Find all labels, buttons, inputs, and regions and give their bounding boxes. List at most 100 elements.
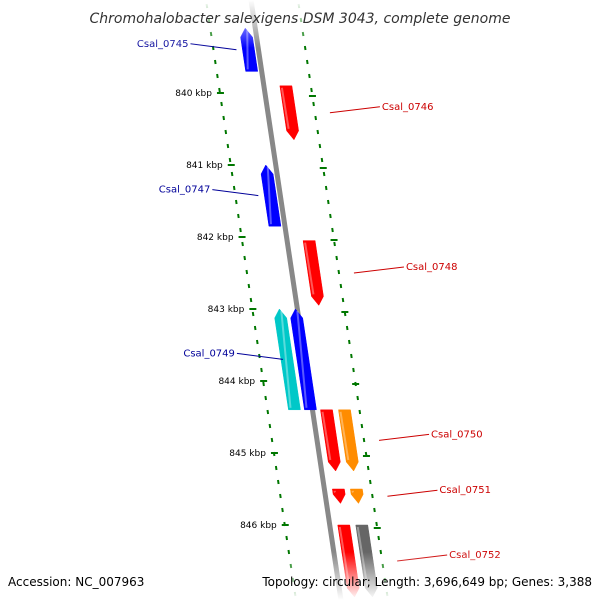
bottom-fade (0, 552, 600, 600)
ruler-dot-right (329, 213, 332, 219)
gene-label-Csal_0751b[interactable]: Csal_0751 (439, 485, 491, 496)
ruler-dot-right (324, 185, 328, 191)
gene-Csal_0749b[interactable] (290, 308, 317, 411)
tick-label: 844 kbp (218, 377, 255, 387)
ruler-dot-left (228, 157, 232, 163)
ruler-dot-left (220, 101, 223, 107)
ruler-dot-right (322, 171, 326, 177)
tick-label: 845 kbp (229, 449, 266, 459)
gene-Csal_0751b[interactable] (350, 488, 364, 504)
ruler-dot-left (279, 493, 282, 499)
gene-Csal_0751[interactable] (332, 488, 346, 504)
ruler-dot-right (320, 157, 324, 163)
gene-Csal_0749[interactable] (274, 308, 301, 411)
ruler-dot-right (358, 409, 362, 415)
gene-Csal_0746[interactable] (279, 85, 299, 141)
gene-label-Csal_0747[interactable]: Csal_0747 (159, 185, 211, 196)
ruler-dot-left (232, 185, 236, 191)
ruler-dot-right (350, 353, 353, 359)
ruler-dot-right (348, 339, 351, 345)
ruler-dot-left (214, 59, 217, 65)
ruler-dot-left (245, 269, 249, 275)
gene-shine (333, 490, 337, 493)
ruler-dot-left (270, 437, 274, 443)
gene-Csal_0748[interactable] (302, 240, 324, 306)
gene-shine (304, 242, 315, 295)
ruler-dot-right (318, 143, 322, 149)
ruler-dot-left (281, 507, 284, 513)
gene-shine (280, 87, 290, 129)
ruler-dot-left (247, 283, 251, 289)
ruler-dot-right (306, 59, 309, 65)
ruler-dot-right (335, 255, 338, 261)
ruler-dot-right (360, 423, 364, 429)
gene-track (240, 27, 378, 598)
ruler-dot-left (251, 311, 255, 317)
ruler-dot-left (249, 297, 253, 303)
ruler-dot-left (260, 367, 263, 373)
ruler-dot-right (337, 269, 341, 275)
label-leader (212, 189, 259, 197)
ruler-dot-left (285, 535, 288, 541)
gene-shine (351, 490, 355, 493)
ruler-dot-left (268, 423, 272, 429)
ruler-dot-right (371, 493, 374, 499)
ruler-dot-right (331, 227, 334, 233)
gene-shine (321, 411, 332, 461)
ruler-dot-right (339, 283, 343, 289)
tick-label: 841 kbp (186, 161, 223, 171)
gene-shine (280, 310, 292, 408)
gene-label-Csal_0749[interactable]: Csal_0749 (183, 348, 235, 359)
ruler-dot-left (266, 409, 270, 415)
gene-shine (296, 310, 308, 408)
label-leader (353, 266, 405, 274)
ruler-dot-right (345, 325, 349, 331)
ruler-dot-right (341, 297, 345, 303)
top-fade (0, 0, 600, 48)
ruler-dot-right (310, 87, 313, 93)
ruler-dot-left (264, 395, 267, 401)
genome-summary-text: Topology: circular; Length: 3,696,649 bp… (261, 575, 592, 589)
ruler-dot-left (256, 339, 259, 345)
gene-Csal_0750[interactable] (320, 409, 341, 472)
ruler-dot-left (274, 465, 278, 471)
gene-label-Csal_0750b[interactable]: Csal_0750 (431, 429, 483, 440)
genome-backbone (248, 0, 344, 600)
ruler-dot-left (243, 255, 246, 261)
gene-Csal_0750b[interactable] (338, 409, 359, 472)
ruler-dot-left (218, 87, 221, 93)
gene-label-Csal_0748[interactable]: Csal_0748 (406, 262, 458, 273)
ruler-dot-right (369, 479, 372, 485)
map-title: Chromohalobacter salexigens DSM 3043, co… (90, 11, 511, 27)
ruler-dot-right (316, 129, 320, 135)
ruler-dot-right (327, 199, 330, 205)
ruler-dot-left (253, 325, 257, 331)
ruler-dot-right (333, 241, 336, 247)
ruler-dot-left (230, 171, 234, 177)
ruler-dot-left (226, 143, 230, 149)
ruler-dot-left (216, 73, 219, 79)
ruler-dot-right (377, 535, 380, 541)
gene-label-Csal_0746[interactable]: Csal_0746 (382, 102, 434, 113)
tick-label: 843 kbp (208, 305, 245, 315)
ruler-dot-right (366, 465, 370, 471)
label-leader (329, 106, 380, 114)
gene-Csal_0747[interactable] (260, 164, 282, 227)
ruler-dot-right (356, 395, 359, 401)
tick-label: 842 kbp (197, 233, 234, 243)
label-leader (236, 352, 283, 360)
ruler-dot-left (239, 227, 242, 233)
ruler-dot-left (277, 479, 280, 485)
ruler-dot-right (352, 367, 355, 373)
ruler-dot-left (237, 213, 240, 219)
tick-label: 840 kbp (175, 89, 212, 99)
gene-shine (266, 166, 272, 225)
gene-shine (339, 411, 350, 461)
label-leader (387, 489, 438, 497)
ruler-dot-right (373, 507, 376, 513)
label-leader (379, 433, 430, 441)
ruler-dot-left (241, 241, 244, 247)
ruler-dot-right (308, 73, 311, 79)
ruler-dot-right (375, 521, 378, 527)
